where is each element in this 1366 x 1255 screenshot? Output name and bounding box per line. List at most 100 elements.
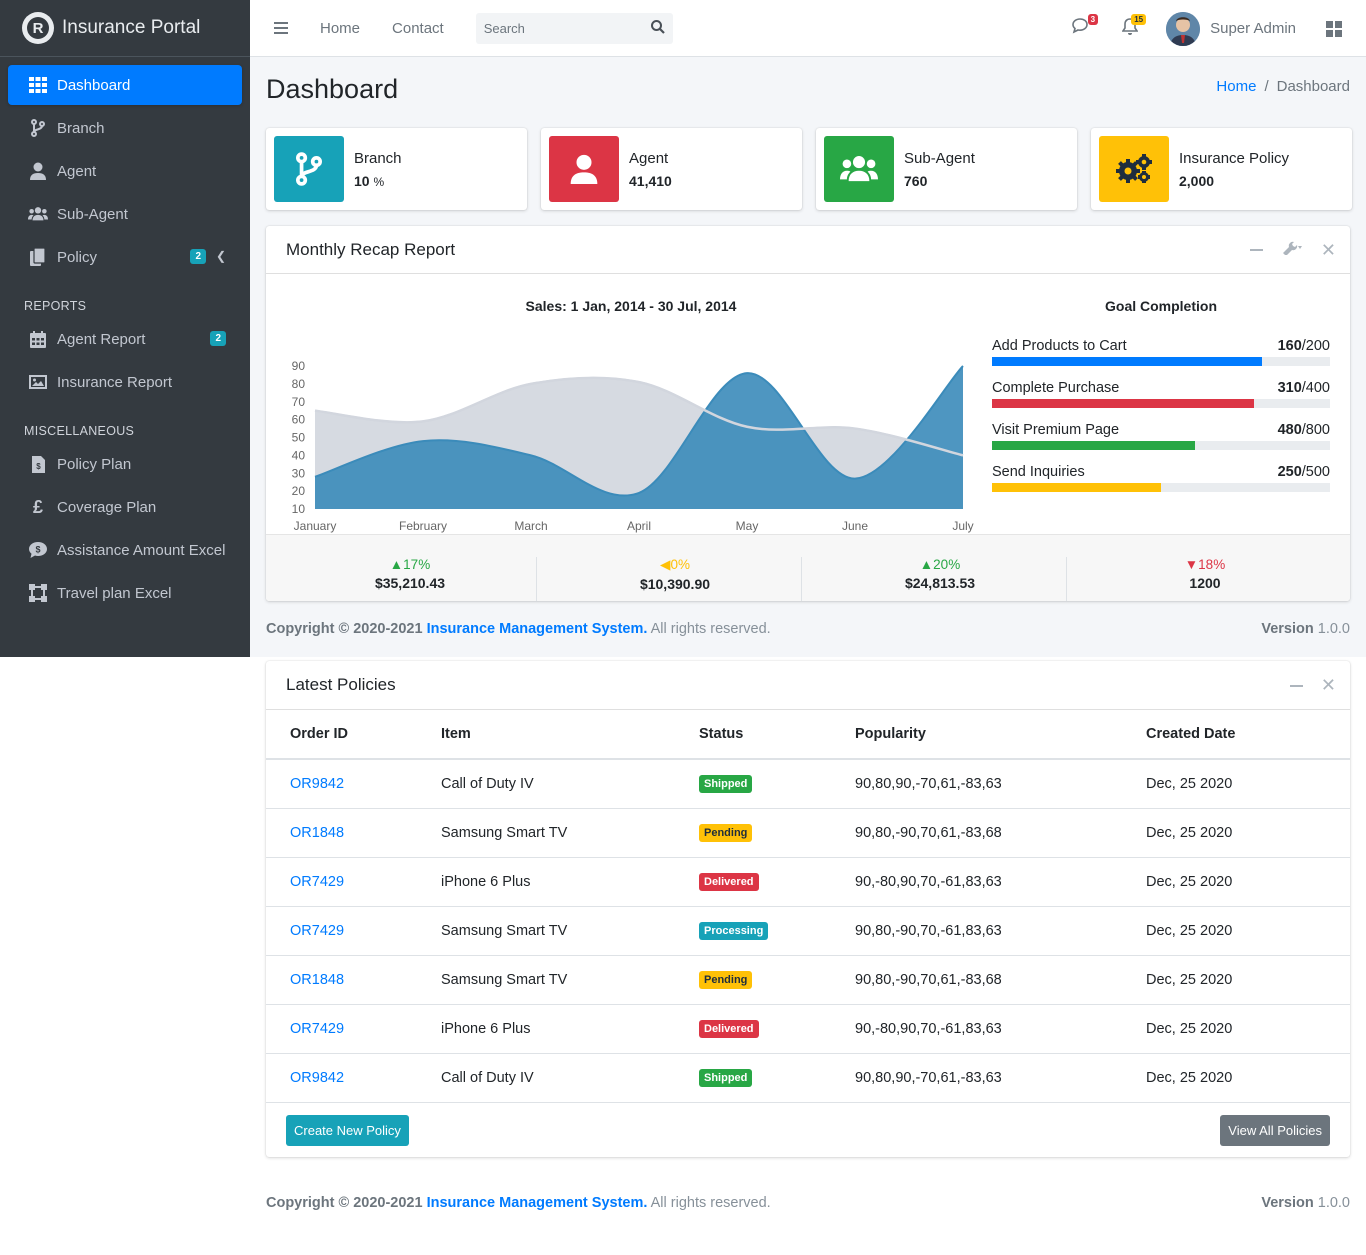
order-id-link[interactable]: OR7429 bbox=[290, 1020, 345, 1037]
branch-icon bbox=[274, 136, 344, 202]
sidebar-item-dashboard[interactable]: Dashboard bbox=[8, 65, 242, 105]
created-date-cell: Dec, 25 2020 bbox=[1122, 857, 1350, 907]
info-box-label: Sub-Agent bbox=[904, 149, 975, 167]
agent-report-count-badge: 2 bbox=[210, 331, 226, 346]
sidebar: R Insurance Portal Dashboard Branch Agen… bbox=[0, 0, 250, 657]
goal-progress-bar bbox=[992, 483, 1330, 492]
y-tick-label: 20 bbox=[292, 484, 306, 498]
table-row: OR7429 iPhone 6 Plus Delivered 90,-80,90,70… bbox=[266, 857, 1350, 907]
avatar[interactable] bbox=[1166, 11, 1201, 46]
goal-label: Complete Purchase bbox=[992, 380, 1120, 396]
gears-icon bbox=[1099, 136, 1169, 202]
sidebar-item-policy-plan[interactable]: $ Policy Plan bbox=[8, 444, 242, 484]
stat-percent: 18% bbox=[1198, 557, 1226, 572]
footer-link[interactable]: Insurance Management System. bbox=[426, 621, 648, 637]
nav-link-contact[interactable]: Contact bbox=[392, 19, 444, 37]
stat-block: ▼18% 1200 bbox=[1073, 557, 1337, 591]
table-row: OR7429 iPhone 6 Plus Delivered 90,-80,90,70… bbox=[266, 1004, 1350, 1054]
popularity-cell: 90,80,90,-70,61,-83,63 bbox=[831, 1053, 1122, 1103]
goal-row: Send Inquiries 250/500 bbox=[992, 464, 1330, 492]
dollar-comment-icon: $ bbox=[28, 540, 48, 560]
search-icon[interactable] bbox=[650, 19, 665, 37]
branch-icon bbox=[28, 118, 48, 138]
close-icon[interactable]: ✕ bbox=[1320, 239, 1336, 260]
chevron-left-icon[interactable]: ❮ bbox=[215, 249, 226, 263]
order-id-link[interactable]: OR9842 bbox=[290, 1069, 345, 1086]
user-name[interactable]: Super Admin bbox=[1210, 20, 1296, 37]
x-tick-label: January bbox=[294, 519, 337, 533]
search-input[interactable]: Search bbox=[475, 12, 673, 44]
create-new-policy-button[interactable]: Create New Policy bbox=[286, 1115, 409, 1146]
sidebar-item-label: Policy Plan bbox=[57, 455, 132, 473]
sidebar-item-assistance-amount-excel[interactable]: $ Assistance Amount Excel bbox=[8, 530, 242, 570]
menu-toggle-icon[interactable] bbox=[274, 22, 288, 34]
order-id-link[interactable]: OR1848 bbox=[290, 971, 345, 988]
stat-block: ▲17% $35,210.43 bbox=[278, 557, 542, 591]
sidebar-item-label: Assistance Amount Excel bbox=[57, 541, 226, 559]
created-date-cell: Dec, 25 2020 bbox=[1122, 906, 1350, 956]
minus-icon[interactable] bbox=[1249, 249, 1263, 251]
x-tick-label: May bbox=[736, 519, 759, 533]
sidebar-item-coverage-plan[interactable]: £ Coverage Plan bbox=[8, 487, 242, 527]
sidebar-nav: Dashboard Branch Agent Sub-Agent Policy … bbox=[0, 57, 250, 613]
messages-button[interactable]: 3 bbox=[1070, 13, 1099, 41]
status-badge: Pending bbox=[699, 823, 753, 842]
goal-done: 480 bbox=[1277, 422, 1302, 438]
footer-link[interactable]: Insurance Management System. bbox=[426, 1195, 648, 1211]
order-id-link[interactable]: OR7429 bbox=[290, 922, 345, 939]
popularity-cell: 90,-80,90,70,-61,83,63 bbox=[831, 1004, 1122, 1054]
card-title: Monthly Recap Report bbox=[286, 239, 456, 259]
card-title: Latest Policies bbox=[286, 675, 396, 694]
page-title: Dashboard bbox=[266, 74, 399, 104]
brand-link[interactable]: R Insurance Portal bbox=[0, 0, 250, 57]
goal-progress-fill bbox=[992, 483, 1161, 492]
footer-copyright: Copyright © 2020-2021 bbox=[266, 1195, 423, 1211]
sidebar-item-agent[interactable]: Agent bbox=[8, 151, 242, 191]
info-box-label: Insurance Policy bbox=[1179, 149, 1290, 167]
series-area-1 bbox=[315, 366, 963, 509]
stat-value: $10,390.90 bbox=[639, 576, 711, 592]
order-id-link[interactable]: OR7429 bbox=[290, 873, 345, 890]
info-box-agent: Agent 41,410 bbox=[541, 128, 802, 210]
sidebar-item-sub-agent[interactable]: Sub-Agent bbox=[8, 194, 242, 234]
monthly-recap-card: Monthly Recap Report ✕ Sales: 1 Jan, 201… bbox=[266, 226, 1350, 601]
close-icon[interactable]: ✕ bbox=[1320, 675, 1336, 695]
column-header: Item bbox=[417, 710, 675, 760]
svg-text:$: $ bbox=[35, 545, 40, 555]
footer-version-value: 1.0.0 bbox=[1317, 621, 1350, 637]
misc-header: MISCELLANEOUS bbox=[24, 424, 135, 438]
sidebar-item-agent-report[interactable]: Agent Report 2 bbox=[8, 319, 242, 359]
popularity-cell: 90,80,-90,70,61,-83,68 bbox=[831, 808, 1122, 858]
x-tick-label: April bbox=[627, 519, 651, 533]
y-tick-label: 80 bbox=[292, 377, 306, 391]
created-date-cell: Dec, 25 2020 bbox=[1122, 1004, 1350, 1054]
notifications-button[interactable]: 15 bbox=[1118, 13, 1147, 41]
sidebar-item-insurance-report[interactable]: Insurance Report bbox=[8, 362, 242, 402]
view-all-policies-button[interactable]: View All Policies bbox=[1220, 1115, 1330, 1146]
order-id-link[interactable]: OR9842 bbox=[290, 775, 345, 792]
sidebar-item-branch[interactable]: Branch bbox=[8, 108, 242, 148]
info-box-value: 760 bbox=[904, 172, 928, 189]
wrench-icon[interactable] bbox=[1281, 241, 1303, 260]
stat-block: ▲20% $24,813.53 bbox=[808, 557, 1072, 591]
stat-percent: 0% bbox=[670, 557, 690, 572]
copy-icon bbox=[28, 247, 48, 267]
y-tick-label: 60 bbox=[292, 413, 306, 427]
breadcrumb-home[interactable]: Home bbox=[1216, 78, 1257, 95]
sidebar-item-policy[interactable]: Policy 2 ❮ bbox=[8, 237, 242, 277]
stat-value: $24,813.53 bbox=[904, 575, 976, 591]
caret-up-icon: ▲ bbox=[389, 557, 404, 572]
series-line-overlay bbox=[314, 376, 964, 457]
apps-grid-icon[interactable] bbox=[1326, 20, 1342, 37]
order-id-link[interactable]: OR1848 bbox=[290, 824, 345, 841]
chart-title: Sales: 1 Jan, 2014 - 30 Jul, 2014 bbox=[525, 298, 737, 314]
sidebar-item-travel-plan-excel[interactable]: Travel plan Excel bbox=[8, 573, 242, 613]
stat-divider bbox=[801, 557, 802, 601]
table-row: OR9842 Call of Duty IV Shipped 90,80,90,-70… bbox=[266, 1053, 1350, 1103]
column-header: Created Date bbox=[1122, 710, 1350, 760]
nav-link-home[interactable]: Home bbox=[320, 19, 361, 37]
svg-text:$: $ bbox=[36, 462, 41, 471]
minus-icon[interactable] bbox=[1289, 684, 1303, 687]
item-cell: Call of Duty IV bbox=[417, 1053, 675, 1103]
footer-version-label: Version bbox=[1261, 621, 1314, 637]
